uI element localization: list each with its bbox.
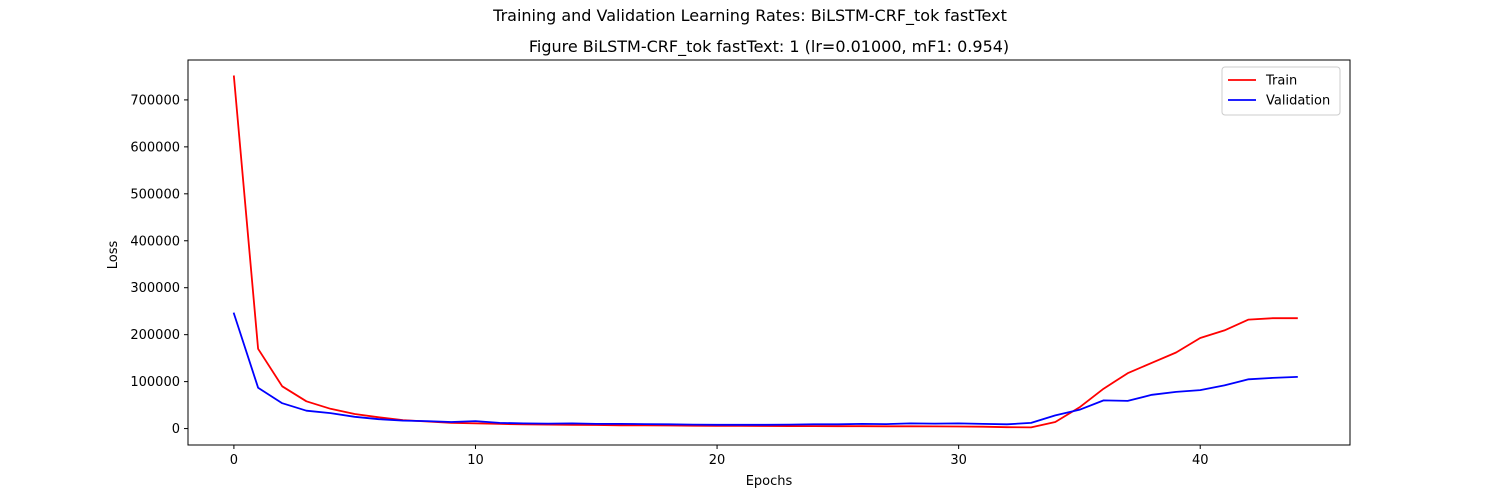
series-line-train xyxy=(232,75,1298,429)
y-tick-label: 0 xyxy=(172,422,180,437)
x-tick-label: 0 xyxy=(230,453,238,468)
legend-box xyxy=(1221,66,1341,116)
y-tick-label: 600000 xyxy=(130,140,180,155)
y-axis-label: Loss xyxy=(106,241,121,270)
y-tick-label: 200000 xyxy=(130,328,180,343)
y-tick-label: 500000 xyxy=(130,187,180,202)
legend: Train Validation xyxy=(1221,66,1341,116)
legend-label-train: Train xyxy=(1265,74,1297,89)
y-tick-label: 300000 xyxy=(130,281,180,296)
legend-label-validation: Validation xyxy=(1266,94,1330,109)
x-tick-label: 10 xyxy=(467,453,484,468)
chart-title: Figure BiLSTM-CRF_tok fastText: 1 (lr=0.… xyxy=(529,37,1009,57)
y-tick-label: 700000 xyxy=(130,93,180,108)
y-tick-label: 400000 xyxy=(130,234,180,249)
x-axis-label: Epochs xyxy=(746,474,793,489)
plot-area xyxy=(232,75,1298,429)
figure-suptitle: Training and Validation Learning Rates: … xyxy=(493,6,1007,25)
x-tick-label: 30 xyxy=(950,453,967,468)
series-line-validation xyxy=(232,312,1298,426)
y-tick-label: 100000 xyxy=(130,375,180,390)
axes-frame xyxy=(187,59,1351,446)
x-tick-label: 20 xyxy=(709,453,726,468)
x-tick-label: 40 xyxy=(1192,453,1209,468)
